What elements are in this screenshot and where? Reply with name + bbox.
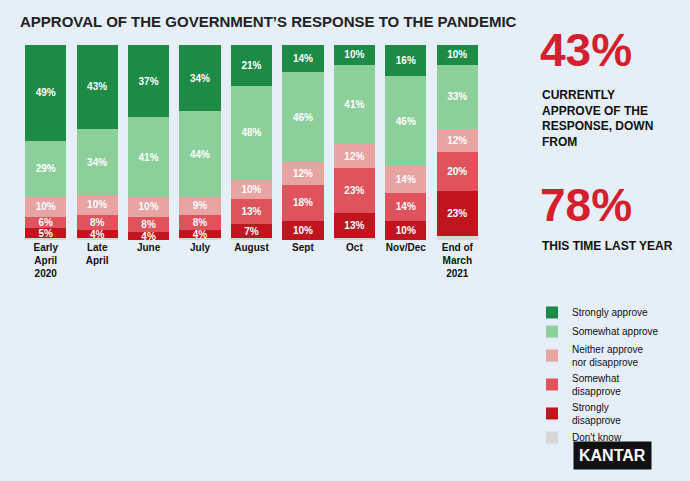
svg-text:43%: 43%: [540, 24, 632, 76]
svg-text:9%: 9%: [193, 200, 208, 211]
svg-text:6%: 6%: [38, 217, 53, 228]
svg-text:13%: 13%: [344, 220, 364, 231]
svg-text:10%: 10%: [293, 225, 313, 236]
svg-text:Somewhat approve: Somewhat approve: [572, 326, 659, 337]
svg-text:5%: 5%: [38, 228, 53, 239]
svg-text:34%: 34%: [87, 157, 107, 168]
svg-text:June: June: [137, 242, 161, 253]
svg-text:4%: 4%: [90, 229, 105, 240]
svg-text:APPROVAL OF THE GOVERNMENT’S R: APPROVAL OF THE GOVERNMENT’S RESPONSE TO…: [20, 13, 517, 30]
svg-text:49%: 49%: [36, 87, 56, 98]
svg-text:LateApril: LateApril: [86, 242, 109, 266]
svg-text:CURRENTLYAPPROVE OF THERESPONS: CURRENTLYAPPROVE OF THERESPONSE, DOWNFRO…: [542, 88, 653, 149]
svg-text:14%: 14%: [293, 53, 313, 64]
svg-text:46%: 46%: [293, 112, 313, 123]
svg-text:Oct: Oct: [346, 242, 363, 253]
svg-text:Nov/Dec: Nov/Dec: [386, 242, 426, 253]
svg-text:23%: 23%: [447, 208, 467, 219]
svg-text:8%: 8%: [90, 217, 105, 228]
svg-text:8%: 8%: [193, 217, 208, 228]
svg-text:10%: 10%: [396, 225, 416, 236]
svg-text:13%: 13%: [241, 206, 261, 217]
svg-text:44%: 44%: [190, 149, 210, 160]
svg-text:78%: 78%: [540, 179, 632, 231]
svg-text:10%: 10%: [139, 201, 159, 212]
svg-text:Don't know: Don't know: [572, 432, 622, 443]
svg-text:12%: 12%: [344, 151, 364, 162]
svg-text:July: July: [190, 242, 210, 253]
svg-text:End ofMarch2021: End ofMarch2021: [442, 242, 474, 279]
svg-text:14%: 14%: [396, 174, 416, 185]
svg-text:41%: 41%: [344, 99, 364, 110]
svg-text:10%: 10%: [344, 49, 364, 60]
svg-text:4%: 4%: [193, 229, 208, 240]
svg-text:Strongly approve: Strongly approve: [572, 307, 648, 318]
svg-text:7%: 7%: [244, 226, 259, 237]
svg-text:8%: 8%: [141, 219, 156, 230]
svg-text:43%: 43%: [87, 81, 107, 92]
svg-text:20%: 20%: [447, 166, 467, 177]
svg-text:18%: 18%: [293, 197, 313, 208]
svg-text:August: August: [234, 242, 269, 253]
svg-text:THIS TIME LAST YEAR: THIS TIME LAST YEAR: [542, 239, 673, 253]
svg-text:48%: 48%: [241, 127, 261, 138]
svg-text:10%: 10%: [447, 49, 467, 60]
svg-text:10%: 10%: [36, 201, 56, 212]
svg-text:12%: 12%: [447, 135, 467, 146]
svg-text:23%: 23%: [344, 185, 364, 196]
svg-text:34%: 34%: [190, 73, 210, 84]
svg-text:16%: 16%: [396, 55, 416, 66]
svg-text:Stronglydisapprove: Stronglydisapprove: [572, 402, 621, 426]
svg-text:29%: 29%: [36, 163, 56, 174]
svg-text:33%: 33%: [447, 91, 467, 102]
svg-text:Somewhatdisapprove: Somewhatdisapprove: [572, 373, 621, 397]
svg-text:EarlyApril2020: EarlyApril2020: [33, 242, 58, 279]
svg-text:Sept: Sept: [292, 242, 314, 253]
svg-text:12%: 12%: [293, 168, 313, 179]
svg-text:Neither approvenor disapprove: Neither approvenor disapprove: [572, 344, 644, 368]
svg-text:41%: 41%: [139, 152, 159, 163]
svg-text:10%: 10%: [87, 199, 107, 210]
svg-text:4%: 4%: [141, 231, 156, 242]
svg-text:KANTAR: KANTAR: [579, 447, 646, 464]
svg-text:21%: 21%: [241, 60, 261, 71]
svg-text:37%: 37%: [139, 76, 159, 87]
svg-text:14%: 14%: [396, 201, 416, 212]
svg-text:46%: 46%: [396, 116, 416, 127]
svg-text:10%: 10%: [241, 184, 261, 195]
